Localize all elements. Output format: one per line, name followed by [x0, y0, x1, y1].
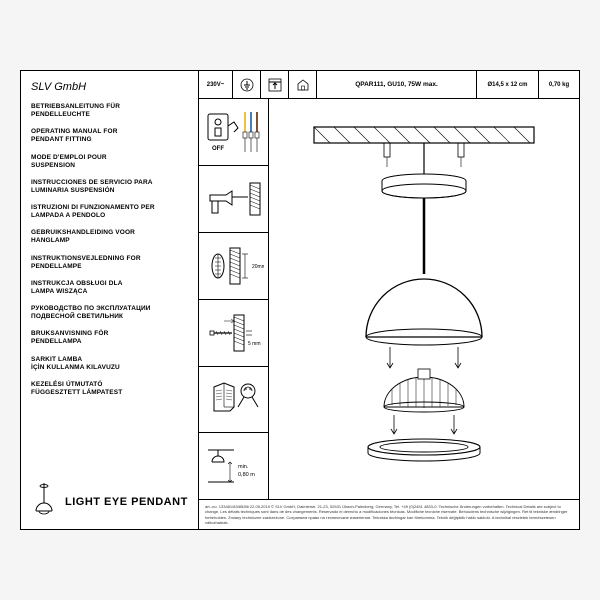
spec-ceiling-icon [261, 71, 289, 98]
language-entry: ISTRUZIONI DI FUNZIONAMENTO PER LAMPADA … [31, 204, 190, 220]
exploded-diagram [269, 99, 579, 499]
instr-off: OFF [199, 99, 268, 166]
product-footer: LIGHT EYE PENDANT [31, 483, 190, 521]
left-column: SLV GmbH BETRIEBSANLEITUNG FÜR PENDELLEU… [21, 71, 199, 529]
instr-plug: 20mm [199, 233, 268, 300]
svg-text:OFF: OFF [212, 146, 224, 152]
instr-screw: 5 mm [199, 300, 268, 367]
spec-lamp: QPAR111, GU10, 75W max. [317, 71, 477, 98]
language-entry: BETRIEBSANLEITUNG FÜR PENDELLEUCHTE [31, 103, 190, 119]
language-entry: РУКОВОДСТВО ПО ЭКСПЛУАТАЦИИ ПОДВЕСНОЙ СВ… [31, 305, 190, 321]
spec-indoor-icon [289, 71, 317, 98]
instruction-column: OFF [199, 99, 269, 499]
instr-manual [199, 367, 268, 434]
svg-text:20mm: 20mm [252, 264, 264, 270]
instr-drill [199, 166, 268, 233]
language-entry: BRUKSANVISNING FÖR PENDELLAMPA [31, 330, 190, 346]
language-list: BETRIEBSANLEITUNG FÜR PENDELLEUCHTE OPERA… [31, 103, 190, 477]
language-entry: SARKIT LAMBA İÇİN KULLANMA KILAVUZU [31, 356, 190, 372]
spec-dims: Ø14,5 x 12 cm [477, 71, 539, 98]
company-name: SLV GmbH [31, 81, 190, 93]
svg-text:0,80 m: 0,80 m [238, 472, 255, 478]
language-entry: INSTRUKCJA OBSŁUGI DLA LAMPA WISZĄCA [31, 280, 190, 296]
main-diagram-area: OFF [199, 99, 579, 499]
spec-row: 230V~ QPAR111, GU10, 75W max. Ø14,5 x 12… [199, 71, 579, 99]
spec-ground-icon [233, 71, 261, 98]
language-entry: INSTRUCCIONES DE SERVICIO PARA LUMINARIA… [31, 179, 190, 195]
product-name: LIGHT EYE PENDANT [65, 496, 188, 508]
manual-sheet: SLV GmbH BETRIEBSANLEITUNG FÜR PENDELLEU… [20, 70, 580, 530]
language-entry: KEZELÉSI ÚTMUTATÓ FÜGGESZTETT LÁMPATEST [31, 381, 190, 397]
spec-weight: 0,70 kg [539, 71, 579, 98]
instr-clearance: min. 0,80 m [199, 433, 268, 499]
pendant-mini-icon [31, 483, 57, 521]
footnote: art.-no. 133481/83/85/86 22.05.2015 © SL… [199, 499, 579, 529]
svg-text:min.: min. [238, 464, 249, 470]
svg-text:5 mm: 5 mm [248, 341, 261, 347]
spec-voltage: 230V~ [199, 71, 233, 98]
language-entry: INSTRUKTIONSVEJLEDNING FOR PENDELLAMPE [31, 255, 190, 271]
language-entry: GEBRUIKSHANDLEIDING VOOR HANGLAMP [31, 229, 190, 245]
language-entry: MODE D'EMPLOI POUR SUSPENSION [31, 154, 190, 170]
right-column: 230V~ QPAR111, GU10, 75W max. Ø14,5 x 12… [199, 71, 579, 529]
language-entry: OPERATING MANUAL FOR PENDANT FITTING [31, 128, 190, 144]
